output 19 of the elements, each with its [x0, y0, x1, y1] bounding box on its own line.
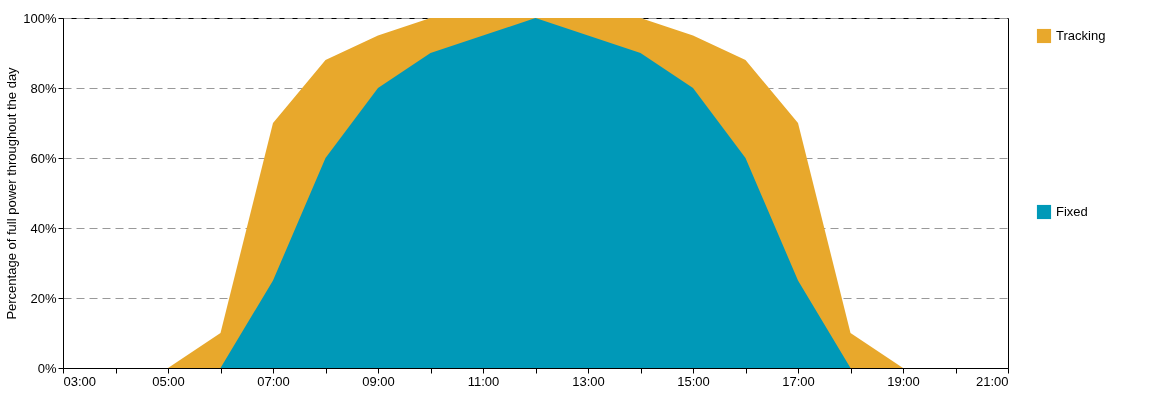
x-tick-label: 17:00 [782, 373, 815, 389]
x-tick-label: 03:00 [63, 373, 97, 389]
y-tick-label: 100% [23, 10, 57, 26]
legend-label: Fixed [1056, 204, 1088, 219]
y-axis-title: Percentage of full power throughout the day [4, 66, 20, 320]
y-tick-label: 40% [30, 220, 57, 236]
x-tick-label: 09:00 [362, 373, 395, 389]
x-tick-label: 07:00 [257, 373, 290, 389]
y-tick-label: 0% [37, 360, 57, 376]
x-tick-label: 19:00 [887, 373, 920, 389]
y-tick-label: 80% [30, 80, 57, 96]
legend-label: Tracking [1056, 28, 1106, 43]
x-tick-label: 21:00 [975, 373, 1009, 389]
x-tick-label: 15:00 [677, 373, 710, 389]
x-tick-label: 05:00 [152, 373, 185, 389]
y-tick-label: 20% [30, 290, 57, 306]
x-tick-label: 13:00 [572, 373, 605, 389]
y-tick-label: 60% [30, 150, 57, 166]
x-tick-label: 11:00 [467, 373, 500, 389]
